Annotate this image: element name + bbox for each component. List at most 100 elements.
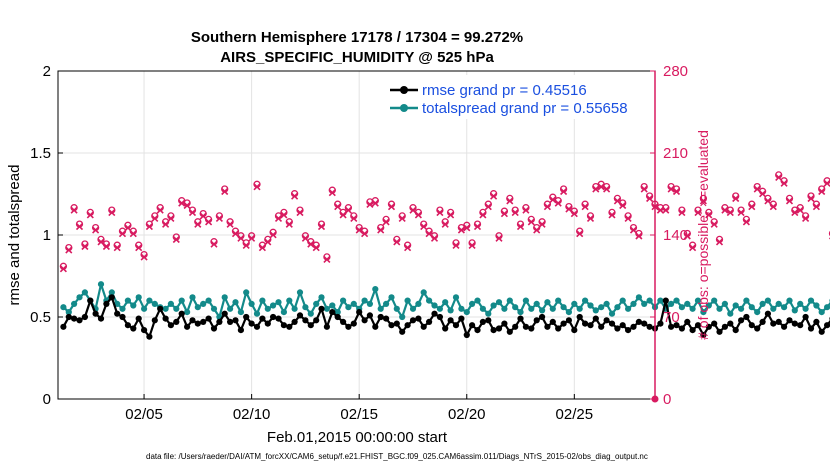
spread-point <box>501 305 508 312</box>
rmse-point <box>194 320 201 327</box>
obs-evaluated-point <box>70 206 78 214</box>
rmse-point <box>592 315 599 322</box>
spread-point <box>495 299 503 306</box>
obs-evaluated-point <box>802 214 810 222</box>
rmse-point <box>264 320 271 327</box>
obs-evaluated-point <box>748 203 756 211</box>
obs-evaluated-point <box>129 230 137 238</box>
obs-evaluated-point <box>81 242 89 251</box>
obs-evaluated-point <box>253 183 261 191</box>
obs-evaluated-point <box>248 234 256 242</box>
rmse-point <box>662 297 669 304</box>
rmse-point <box>479 318 486 325</box>
rmse-point <box>764 310 772 317</box>
rmse-point <box>286 323 293 330</box>
rmse-point <box>442 325 449 332</box>
x-axis-label: Feb.01,2015 00:00:00 start <box>267 429 448 446</box>
spread-point <box>377 305 384 312</box>
obs-evaluated-point <box>172 235 180 244</box>
obs-evaluated-point <box>715 238 724 246</box>
obs-evaluated-point <box>554 199 562 207</box>
spread-point <box>345 304 352 311</box>
obs-evaluated-point <box>699 197 707 205</box>
spread-point <box>167 300 174 307</box>
spread-point <box>630 300 637 307</box>
spread-point <box>372 286 379 293</box>
obs-evaluated-point <box>151 214 159 222</box>
obs-evaluated-point <box>495 234 503 242</box>
obs-evaluated-point <box>167 214 175 222</box>
rmse-point <box>259 315 266 322</box>
rmse-point <box>673 322 680 329</box>
spread-point <box>619 297 626 304</box>
obs-evaluated-point <box>769 203 777 211</box>
x-tick-label: 02/15 <box>340 406 378 423</box>
rmse-point <box>754 325 761 332</box>
rmse-point <box>313 317 320 324</box>
obs-evaluated-point <box>242 241 250 249</box>
spread-point <box>323 305 330 312</box>
rmse-point <box>716 328 723 335</box>
obs-evaluated-point <box>780 179 788 187</box>
rmse-point <box>60 323 67 330</box>
rmse-point <box>372 323 379 330</box>
obs-evaluated-point <box>463 224 471 232</box>
spread-point <box>684 300 691 307</box>
spread-point <box>307 310 314 317</box>
obs-evaluated-point <box>183 201 191 210</box>
spread-point <box>603 300 610 307</box>
rmse-point <box>544 323 551 330</box>
spread-point <box>60 304 67 311</box>
spread-point <box>458 305 465 312</box>
spread-point <box>205 297 212 304</box>
spread-point <box>528 305 535 312</box>
spread-point <box>522 297 530 304</box>
rmse-point <box>684 318 691 325</box>
rmse-point <box>603 317 610 324</box>
obs-evaluated-point <box>721 206 729 214</box>
legend-box <box>386 75 652 119</box>
rmse-point <box>124 322 131 329</box>
rmse-point <box>463 331 470 339</box>
obs-evaluated-point <box>500 210 508 218</box>
rmse-point <box>318 305 325 312</box>
rmse-point <box>216 318 223 325</box>
spread-point <box>759 300 766 307</box>
obs-evaluated-point <box>317 223 326 231</box>
rmse-point <box>151 317 158 324</box>
rmse-point <box>775 318 782 325</box>
spread-point <box>608 310 616 317</box>
spread-point <box>189 294 196 301</box>
spread-point <box>705 302 712 309</box>
spread-point <box>275 299 282 306</box>
spread-point <box>200 300 207 307</box>
rmse-point <box>668 323 675 330</box>
rmse-point <box>824 322 830 329</box>
rmse-point <box>356 309 363 316</box>
spread-point <box>824 304 830 311</box>
spread-point <box>797 300 804 307</box>
obs-evaluated-point <box>102 242 110 251</box>
rmse-point <box>560 320 567 327</box>
obs-evaluated-point <box>441 220 449 228</box>
spread-point <box>350 300 357 307</box>
obs-evaluated-point <box>350 214 358 222</box>
rmse-point <box>694 322 702 329</box>
rmse-point <box>528 325 535 332</box>
obs-evaluated-point <box>221 187 229 196</box>
obs-evaluated-point <box>264 238 272 246</box>
spread-point <box>409 305 417 312</box>
obs-evaluated-point <box>726 209 734 217</box>
spread-point <box>436 305 443 312</box>
rmse-point <box>345 323 352 330</box>
obs-evaluated-point <box>468 241 476 249</box>
spread-point <box>97 281 105 288</box>
rmse-point <box>506 328 513 335</box>
rmse-point <box>781 323 788 330</box>
rmse-point <box>146 333 153 340</box>
obs-evaluated-point <box>414 211 422 219</box>
obs-evaluated-point <box>592 185 600 193</box>
spread-point <box>447 307 454 314</box>
obs-evaluated-point <box>237 234 245 242</box>
obs-evaluated-point <box>205 218 213 226</box>
